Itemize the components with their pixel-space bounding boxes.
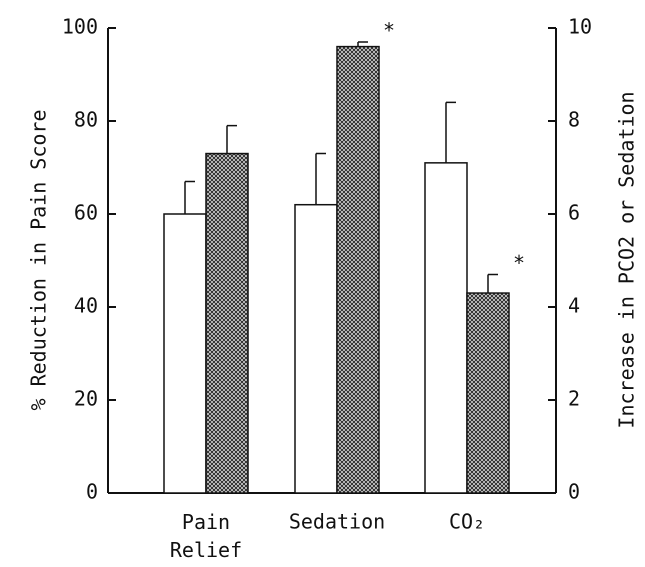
error-bar (226, 124, 237, 154)
y2-tick-label: 4 (568, 294, 580, 318)
y-tick-label: 80 (74, 108, 98, 132)
x-tick-label: Pain Relief (170, 510, 242, 562)
y2-tick-label: 6 (568, 201, 580, 225)
y-tick-label: 0 (86, 480, 98, 504)
error-bar (315, 152, 326, 205)
bar (294, 203, 338, 494)
bar (424, 162, 468, 494)
bar (205, 152, 249, 494)
y-tick-label: 20 (74, 387, 98, 411)
y2-axis-label: Increase in PCO2 or Sedation (615, 91, 639, 428)
error-bar (184, 180, 195, 214)
error-bar (445, 101, 456, 163)
y2-tick-label: 0 (568, 480, 580, 504)
y2-tick-label: 10 (568, 15, 592, 39)
y-tick-label: 40 (74, 294, 98, 318)
y-tick-label: 100 (62, 15, 98, 39)
y-axis-label: % Reduction in Pain Score (27, 109, 51, 410)
error-bar (357, 41, 368, 47)
bar (163, 213, 207, 494)
error-bar (487, 273, 498, 294)
bar (336, 45, 380, 494)
significance-mark: * (383, 18, 395, 42)
x-tick-label: CO₂ (449, 510, 485, 534)
y-tick-label: 60 (74, 201, 98, 225)
y2-tick-label: 8 (568, 108, 580, 132)
bar (466, 292, 510, 494)
y2-tick-label: 2 (568, 387, 580, 411)
x-tick-label: Sedation (289, 510, 385, 534)
significance-mark: * (513, 251, 525, 275)
